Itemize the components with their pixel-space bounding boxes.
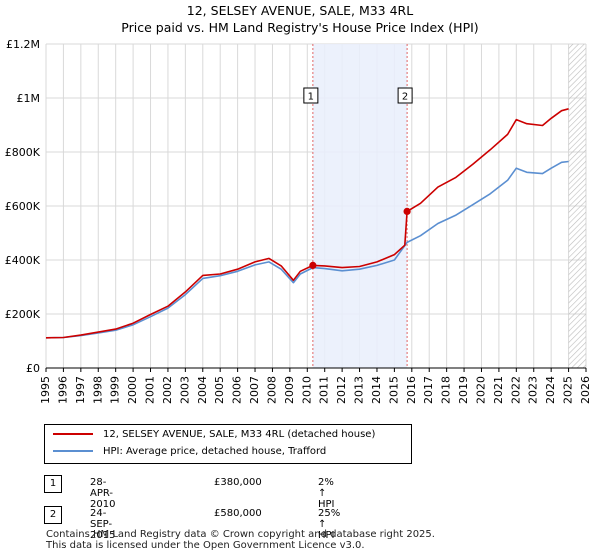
- y-tick-label: £1M: [17, 92, 41, 105]
- x-tick-label: 2005: [213, 376, 226, 404]
- ownership-period-band: [312, 44, 408, 368]
- y-tick-label: £200K: [5, 308, 41, 321]
- sale-label-text: 2: [402, 92, 408, 103]
- property-price-line: [45, 108, 569, 339]
- sale-label-text: 1: [308, 92, 314, 103]
- x-tick-label: 1997: [74, 376, 87, 404]
- x-tick-label: 2023: [527, 376, 540, 404]
- x-tick-label: 2022: [509, 376, 522, 404]
- chart-legend: 12, SELSEY AVENUE, SALE, M33 4RL (detach…: [44, 424, 412, 464]
- legend-label-hpi: HPI: Average price, detached house, Traf…: [103, 446, 327, 457]
- x-tick-label: 2007: [248, 376, 261, 404]
- footer-attribution: Contains HM Land Registry data © Crown c…: [46, 529, 586, 551]
- x-tick-label: 1999: [109, 376, 122, 404]
- chart-title: 12, SELSEY AVENUE, SALE, M33 4RL: [186, 3, 414, 18]
- sale-point: [309, 261, 317, 269]
- x-tick-label: 2006: [231, 376, 244, 404]
- transaction-date: 24-SEP-2015: [90, 508, 116, 541]
- x-tick-label: 2013: [353, 376, 366, 404]
- x-tick-label: 2002: [161, 376, 174, 404]
- x-tick-label: 2000: [126, 376, 139, 404]
- y-tick-label: £600K: [5, 200, 41, 213]
- legend-swatch-hpi: [53, 450, 93, 452]
- x-tick-label: 2020: [474, 376, 487, 404]
- x-tick-label: 2001: [144, 376, 157, 404]
- x-tick-label: 2015: [387, 376, 400, 404]
- x-tick-label: 2021: [492, 376, 505, 404]
- x-tick-label: 2012: [335, 376, 348, 404]
- sale-label-box: [397, 87, 413, 104]
- x-tick-label: 2011: [318, 376, 331, 404]
- transaction-date: 28-APR-2010: [90, 477, 116, 510]
- legend-label-property: 12, SELSEY AVENUE, SALE, M33 4RL (detach…: [103, 429, 376, 440]
- transaction-price: £580,000: [214, 508, 262, 519]
- transaction-number-badge: 1: [44, 475, 62, 493]
- x-tick-label: 2014: [370, 376, 383, 404]
- transaction-hpi-change: 25% ↑ HPI: [318, 508, 341, 541]
- x-tick-label: 1995: [39, 376, 52, 404]
- x-tick-label: 1996: [56, 376, 69, 404]
- x-tick-label: 2025: [562, 376, 575, 404]
- x-tick-label: 2003: [178, 376, 191, 404]
- future-projection-region: [568, 44, 586, 368]
- legend-swatch-property: [53, 433, 93, 435]
- x-tick-label: 1998: [91, 376, 104, 404]
- x-tick-label: 2017: [422, 376, 435, 404]
- x-tick-label: 2016: [405, 376, 418, 404]
- transaction-number-badge: 2: [44, 506, 62, 524]
- transaction-hpi-change: 2% ↑ HPI: [318, 477, 335, 510]
- x-tick-label: 2019: [457, 376, 470, 404]
- chart-subtitle: Price paid vs. HM Land Registry's House …: [121, 20, 479, 35]
- legend-item-property: 12, SELSEY AVENUE, SALE, M33 4RL (detach…: [53, 427, 375, 443]
- transaction-price: £380,000: [214, 477, 262, 488]
- footer-copyright: Contains HM Land Registry data © Crown c…: [46, 529, 435, 540]
- x-tick-label: 2024: [544, 376, 557, 404]
- x-tick-label: 2018: [440, 376, 453, 404]
- price-chart: 1 2 £0 £200K £400K £600K £800K £1M £1.2M 1995 199…: [5, 38, 592, 404]
- sale-label-box: [303, 87, 319, 104]
- x-tick-label: 2008: [265, 376, 278, 404]
- x-tick-label: 2009: [283, 376, 296, 404]
- footer-license: This data is licensed under the Open Gov…: [46, 540, 365, 551]
- sale-point: [403, 207, 411, 215]
- y-tick-label: £1.2M: [6, 38, 40, 51]
- y-tick-label: £400K: [5, 254, 41, 267]
- legend-item-hpi: HPI: Average price, detached house, Traf…: [53, 444, 326, 460]
- x-tick-label: 2026: [579, 376, 592, 404]
- y-tick-label: £800K: [5, 146, 41, 159]
- hpi-line: [45, 160, 569, 339]
- y-tick-label: £0: [26, 362, 40, 375]
- x-tick-label: 2010: [300, 376, 313, 404]
- x-tick-label: 2004: [196, 376, 209, 404]
